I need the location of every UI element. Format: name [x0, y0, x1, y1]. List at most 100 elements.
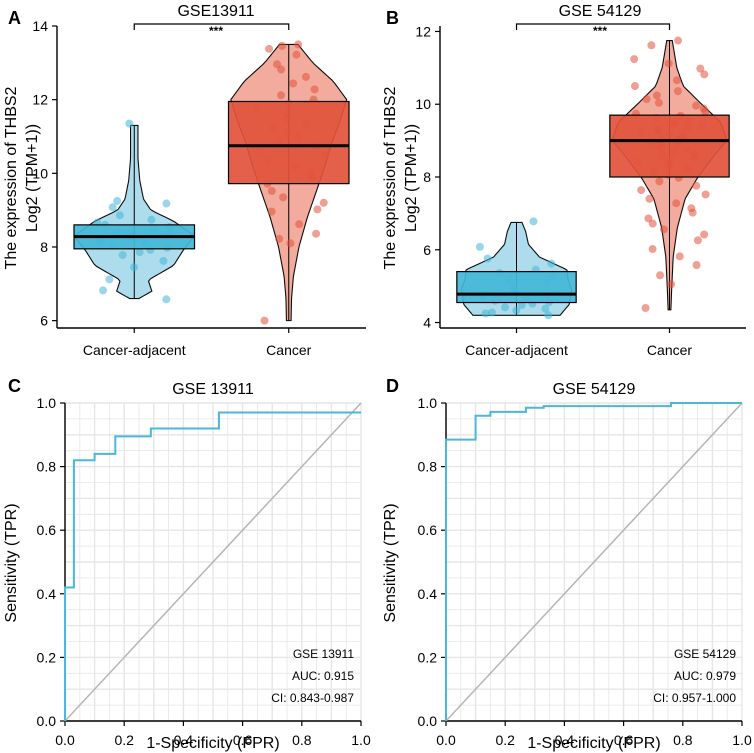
panel-d-y-tick-label-4: 0.8 — [418, 459, 438, 475]
panel-a-marks — [73, 23, 350, 325]
panel-a-point-0-1 — [99, 286, 108, 295]
panel-a-point-0-6 — [135, 248, 144, 257]
panel-c-y-tick-label-3: 0.6 — [37, 522, 57, 538]
panel-b-point-1-7 — [700, 230, 709, 239]
panel-b-point-1-10 — [644, 214, 653, 223]
panel-b-point-0-1 — [481, 309, 490, 318]
panel-b-point-1-55 — [692, 101, 701, 110]
panel-b-point-1-17 — [692, 181, 701, 190]
panel-d-legend-dataset: GSE 54129 — [674, 647, 736, 661]
panel-b-point-1-59 — [673, 87, 682, 96]
panel-b-box-violin: B GSE 54129 The expression of THBS2 Log2… — [382, 3, 746, 358]
panel-b-point-1-63 — [696, 64, 705, 73]
panel-b-point-1-2 — [656, 271, 665, 280]
panel-d-y-tick-label-0: 0.0 — [418, 713, 438, 729]
panel-a-point-0-4 — [159, 256, 168, 265]
panel-a-point-1-29 — [310, 85, 319, 94]
panel-b-point-1-57 — [642, 95, 651, 104]
panel-b-box-0 — [456, 271, 577, 304]
panel-c-x-tick-label-2: 0.4 — [174, 732, 194, 748]
panel-b-point-1-61 — [672, 76, 681, 85]
panel-a-point-1-33 — [273, 60, 282, 69]
panel-d-y-tick-label-3: 0.6 — [418, 522, 438, 538]
panel-b-point-1-64 — [664, 59, 673, 68]
panel-b-point-1-14 — [645, 194, 654, 203]
panel-a-significance: *** — [209, 24, 223, 38]
panel-c-y-axis-title: Sensitivity (TPR) — [3, 503, 20, 622]
panel-a-point-1-4 — [295, 220, 304, 229]
panel-a-box-1 — [227, 100, 350, 185]
panel-b-point-1-5 — [648, 245, 657, 254]
panel-b-y-tick-label-2: 8 — [423, 169, 431, 185]
panel-c-y-tick-label-1: 0.2 — [37, 649, 57, 665]
panel-a-y-tick-label-1: 8 — [40, 239, 48, 255]
panel-b-point-1-54 — [699, 104, 708, 113]
panel-d-y-tick-label-2: 0.4 — [418, 586, 438, 602]
panel-b-point-1-1 — [667, 280, 676, 289]
panel-b-point-1-3 — [692, 261, 701, 270]
panel-b-x-tick-label-0: Cancer-adjacent — [465, 342, 568, 358]
panel-c-y-tick-label-0: 0.0 — [37, 713, 57, 729]
panel-d-x-tick-label-2: 0.4 — [555, 732, 575, 748]
panel-a-label: A — [8, 8, 21, 28]
panel-c-legend-auc: AUC: 0.915 — [292, 669, 354, 683]
panel-b-point-1-67 — [674, 36, 683, 45]
panel-c-y-tick-label-2: 0.4 — [37, 586, 57, 602]
panel-d-roc-curve — [445, 402, 742, 721]
panel-d-legend-ci: CI: 0.957-1.000 — [653, 691, 736, 705]
panel-a-point-0-27 — [162, 199, 171, 208]
panel-b-y-axis-title-line-2: Log2 (TPM+1)) — [403, 124, 420, 232]
panel-b-point-1-56 — [654, 98, 663, 107]
panel-a-y-tick-label-3: 12 — [32, 92, 48, 108]
panel-d-y-axis-title: Sensitivity (TPR) — [382, 503, 399, 622]
panel-b-title: GSE 54129 — [559, 3, 642, 20]
panel-a-y-tick-label-2: 10 — [32, 165, 48, 181]
panel-a-point-1-5 — [267, 207, 276, 216]
panel-b-significance-bracket — [515, 23, 671, 30]
panel-a-box-violin: A GSE13911 The expression of THBS2 Log2 … — [3, 3, 366, 358]
panel-b-point-0-22 — [483, 254, 492, 263]
panel-a-point-0-5 — [118, 251, 127, 260]
panel-b-x-tick-label-1: Cancer — [647, 342, 692, 358]
panel-a-point-0-2 — [105, 275, 114, 284]
panel-d-marks — [445, 402, 743, 722]
panel-a-x-tick-label-0: Cancer-adjacent — [83, 342, 186, 358]
panel-a-y-axis-title-line-2: Log2 (TPM+1)) — [24, 124, 41, 232]
panel-a-point-1-28 — [277, 91, 286, 100]
panel-a-point-0-29 — [125, 119, 134, 128]
panel-c-diagonal-reference — [64, 402, 362, 722]
panel-b-y-tick-label-0: 4 — [423, 315, 431, 331]
panel-a-point-1-7 — [319, 198, 328, 207]
panel-d-x-tick-label-1: 0.2 — [495, 732, 515, 748]
panel-b-point-1-15 — [701, 190, 710, 199]
panel-b-point-1-6 — [693, 236, 702, 245]
panel-b-y-tick-label-4: 12 — [415, 23, 431, 39]
panel-b-point-1-62 — [700, 70, 709, 79]
panel-a-point-1-3 — [312, 229, 321, 238]
panel-c-x-tick-label-3: 0.6 — [233, 732, 253, 748]
panel-a-significance-bracket — [133, 23, 290, 30]
panel-a-x-tick-label-1: Cancer — [266, 342, 311, 358]
panel-b-box-1 — [609, 114, 730, 178]
panel-a-point-0-28 — [113, 196, 122, 205]
panel-a-point-1-0 — [260, 316, 269, 325]
panel-c-x-tick-label-4: 0.8 — [292, 732, 312, 748]
panel-a-point-0-3 — [130, 263, 139, 272]
panel-b-point-1-16 — [637, 186, 646, 195]
panel-a-point-0-26 — [108, 203, 117, 212]
panel-a-point-1-35 — [265, 44, 274, 53]
panel-c-y-tick-label-5: 1.0 — [37, 395, 57, 411]
panel-b-point-0-24 — [529, 217, 538, 226]
panel-c-legend-dataset: GSE 13911 — [293, 647, 354, 661]
panel-a-point-1-9 — [267, 186, 276, 195]
panel-b-point-0-0 — [544, 311, 553, 320]
panel-c-marks — [64, 402, 362, 722]
panel-a-axes: 6 8 10 12 14 Cancer-adjacent Cancer — [32, 18, 366, 358]
panel-d-legend: GSE 54129 AUC: 0.979 CI: 0.957-1.000 — [653, 647, 736, 705]
panel-d-x-tick-label-0: 0.0 — [436, 732, 456, 748]
panel-b-point-1-8 — [659, 225, 668, 234]
panel-b-point-1-0 — [641, 303, 650, 312]
panel-c-x-axis-title: 1-Specificity (FPR) — [146, 735, 279, 752]
panel-b-significance: *** — [593, 24, 607, 38]
